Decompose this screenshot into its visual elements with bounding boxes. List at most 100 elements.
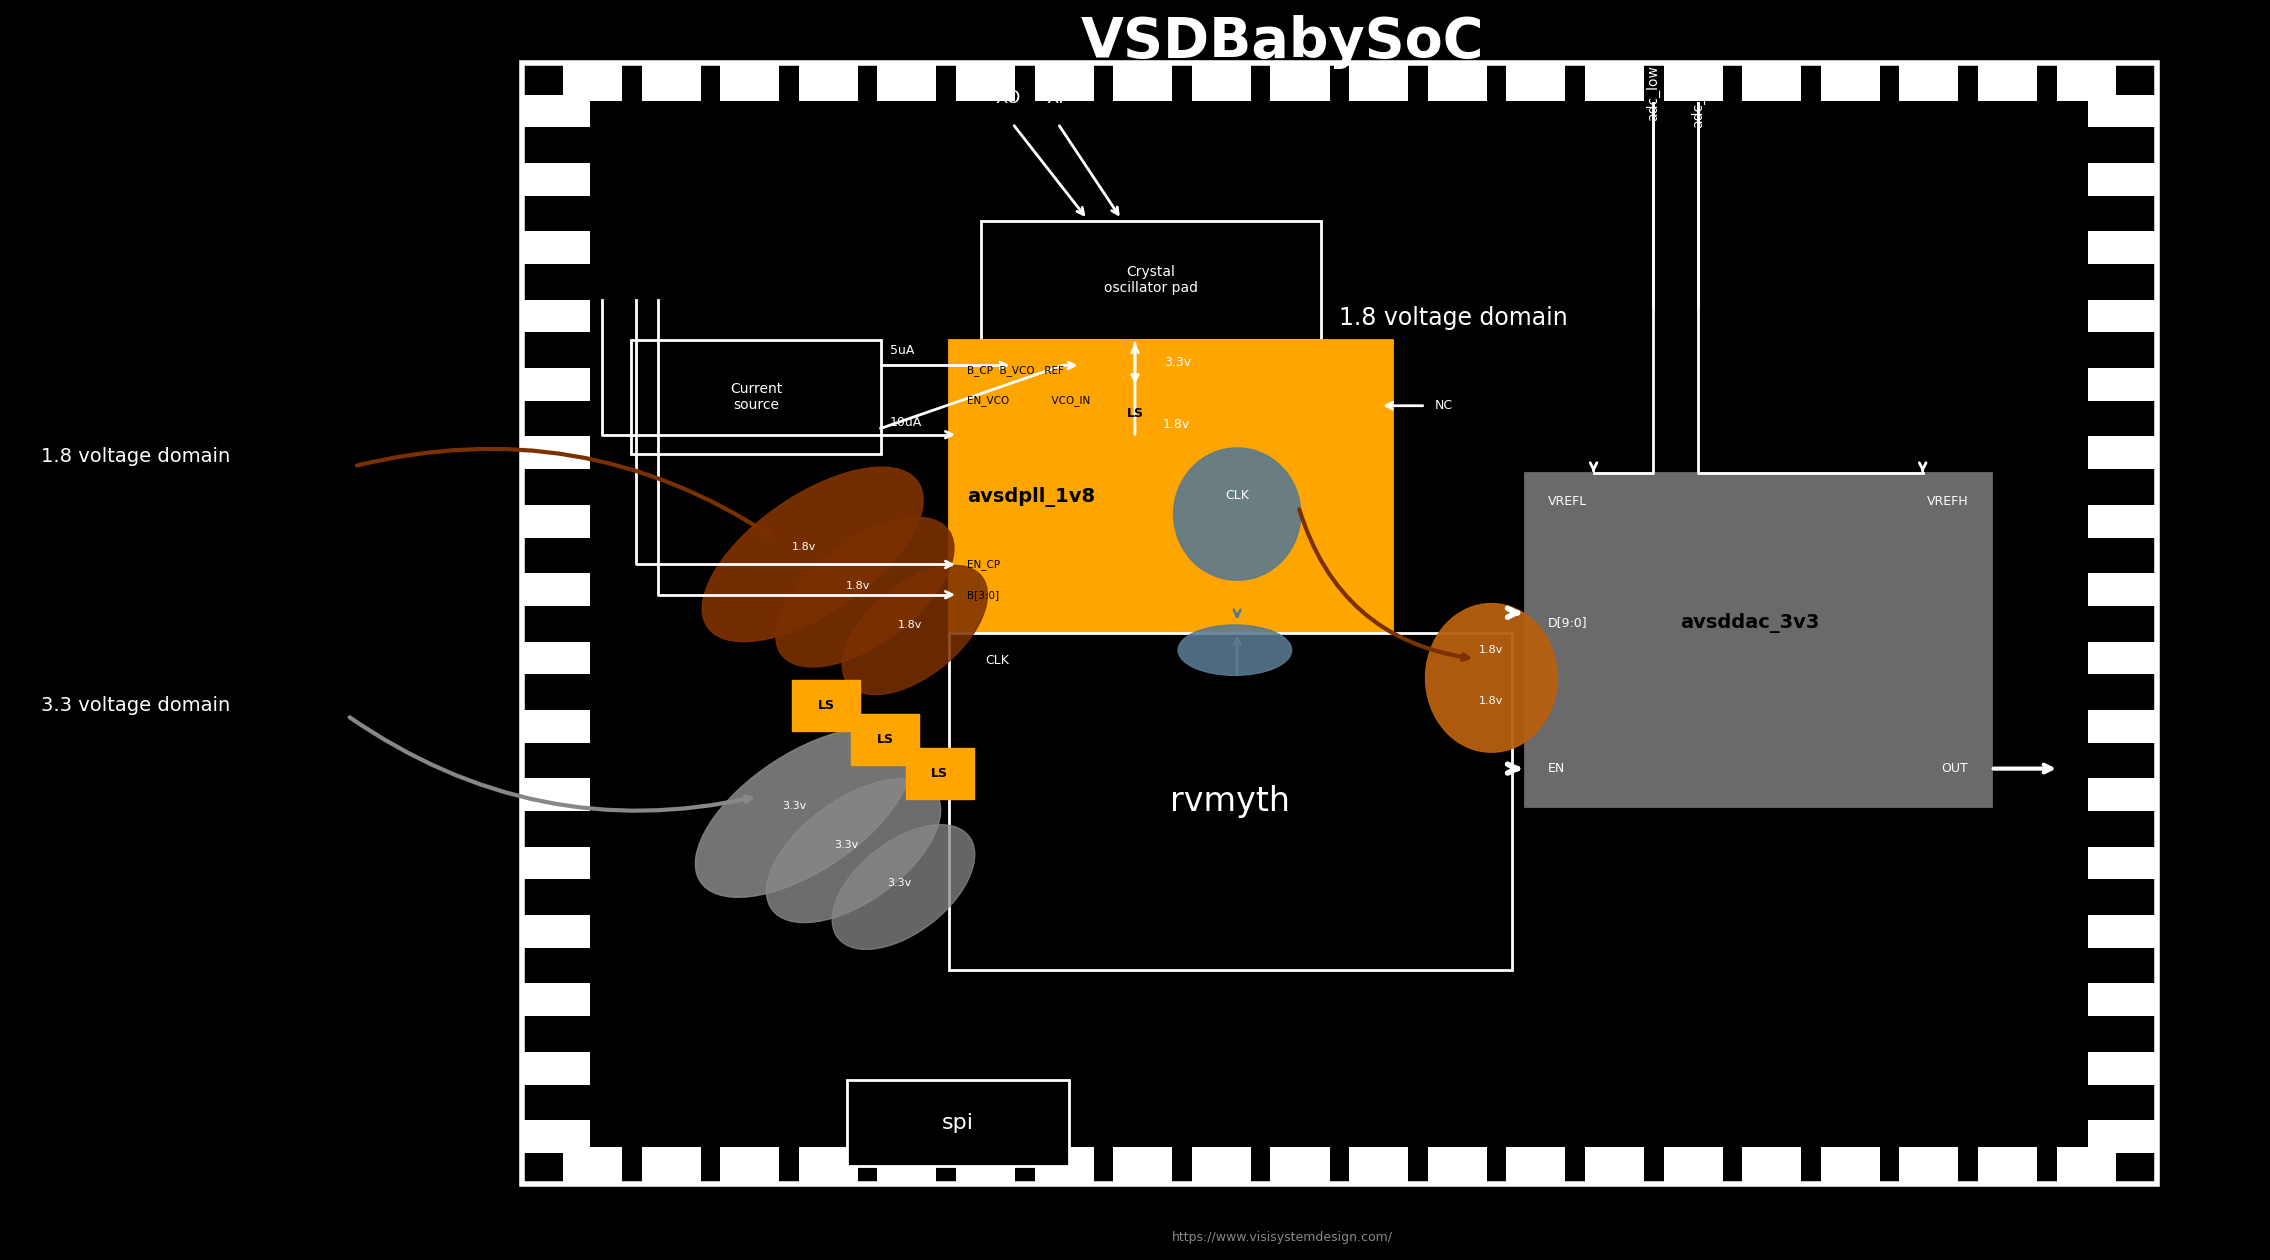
Bar: [522, 847, 590, 879]
Bar: [522, 94, 590, 127]
Ellipse shape: [842, 566, 987, 694]
Bar: [949, 340, 1392, 643]
Text: LS: LS: [1126, 407, 1144, 420]
Bar: [1428, 1147, 1487, 1184]
Bar: [2088, 505, 2156, 538]
Bar: [1741, 63, 1800, 101]
Bar: [1035, 63, 1094, 101]
Bar: [522, 163, 590, 195]
Text: VREFL: VREFL: [1548, 495, 1587, 508]
Bar: [2088, 1120, 2156, 1153]
Bar: [1271, 63, 1330, 101]
Text: XO: XO: [994, 89, 1022, 107]
Text: VREFH: VREFH: [1927, 495, 1968, 508]
Bar: [799, 1147, 858, 1184]
Bar: [522, 709, 590, 742]
Bar: [2088, 779, 2156, 811]
Bar: [522, 232, 590, 265]
Text: 3.3v: 3.3v: [835, 840, 858, 851]
Text: 1.8v: 1.8v: [847, 581, 869, 591]
Bar: [1664, 1147, 1723, 1184]
Text: spi: spi: [942, 1113, 974, 1133]
Bar: [2088, 847, 2156, 879]
Text: rvmyth: rvmyth: [1171, 785, 1289, 818]
Bar: [642, 1147, 701, 1184]
Bar: [563, 1147, 622, 1184]
Bar: [2057, 1147, 2116, 1184]
Text: 3.3 voltage domain: 3.3 voltage domain: [41, 696, 229, 716]
Bar: [2088, 94, 2156, 127]
Bar: [1192, 63, 1251, 101]
Bar: [1112, 63, 1171, 101]
Bar: [1507, 63, 1566, 101]
Bar: [522, 436, 590, 469]
Bar: [1900, 1147, 1959, 1184]
Bar: [906, 748, 974, 799]
Ellipse shape: [701, 467, 924, 641]
Bar: [2088, 232, 2156, 265]
Ellipse shape: [1178, 625, 1292, 675]
Bar: [522, 983, 590, 1016]
Text: 3.3v: 3.3v: [783, 801, 806, 811]
Text: D[9:0]: D[9:0]: [1548, 616, 1587, 629]
Bar: [563, 63, 622, 101]
Bar: [1525, 472, 1991, 806]
Bar: [878, 63, 938, 101]
Text: 1.8v: 1.8v: [899, 620, 922, 630]
Bar: [1271, 1147, 1330, 1184]
Text: 3.3v: 3.3v: [1165, 357, 1192, 369]
Bar: [1977, 63, 2036, 101]
Text: https://www.visisystemdesign.com/: https://www.visisystemdesign.com/: [1171, 1231, 1394, 1244]
Bar: [956, 63, 1015, 101]
Ellipse shape: [695, 728, 913, 897]
Text: 3.3v: 3.3v: [888, 878, 910, 888]
Bar: [2088, 300, 2156, 333]
Text: avsdpll_1v8: avsdpll_1v8: [967, 488, 1094, 508]
Bar: [1821, 1147, 1880, 1184]
Bar: [792, 680, 860, 731]
Bar: [1428, 63, 1487, 101]
Bar: [631, 340, 881, 454]
Text: 1.8v: 1.8v: [792, 542, 815, 552]
Ellipse shape: [767, 779, 940, 922]
Bar: [2088, 436, 2156, 469]
Text: VSDBabySoC: VSDBabySoC: [1081, 15, 1485, 68]
Ellipse shape: [1426, 604, 1557, 752]
Bar: [522, 641, 590, 674]
Text: EN: EN: [1548, 762, 1566, 775]
Text: Current
source: Current source: [729, 382, 783, 412]
Bar: [522, 505, 590, 538]
Text: EN_CP: EN_CP: [967, 559, 1001, 570]
Text: EN_VCO             VCO_IN: EN_VCO VCO_IN: [967, 396, 1090, 406]
Bar: [1348, 63, 1407, 101]
Bar: [2057, 63, 2116, 101]
Text: 5uA: 5uA: [890, 344, 915, 357]
Bar: [1977, 1147, 2036, 1184]
Bar: [2088, 1052, 2156, 1085]
Bar: [2088, 368, 2156, 401]
Ellipse shape: [833, 825, 974, 949]
Text: avsddac_3v3: avsddac_3v3: [1680, 612, 1818, 633]
Bar: [1821, 63, 1880, 101]
Bar: [1584, 1147, 1643, 1184]
Bar: [522, 368, 590, 401]
Text: 1.8 voltage domain: 1.8 voltage domain: [41, 446, 229, 466]
Bar: [522, 779, 590, 811]
Text: 1.8 voltage domain: 1.8 voltage domain: [1339, 305, 1569, 330]
Bar: [522, 1052, 590, 1085]
Text: adc_low: adc_low: [1646, 66, 1659, 121]
Bar: [2088, 983, 2156, 1016]
Text: XI: XI: [1046, 89, 1065, 107]
Bar: [2088, 709, 2156, 742]
Text: 1.8v: 1.8v: [1480, 645, 1503, 655]
Text: 10uA: 10uA: [890, 416, 922, 428]
Bar: [2088, 641, 2156, 674]
Bar: [2088, 915, 2156, 948]
Bar: [1035, 1147, 1094, 1184]
Bar: [1664, 63, 1723, 101]
Bar: [1741, 1147, 1800, 1184]
Bar: [2088, 163, 2156, 195]
Bar: [1101, 388, 1169, 438]
Bar: [1584, 63, 1643, 101]
Text: LS: LS: [876, 733, 894, 746]
